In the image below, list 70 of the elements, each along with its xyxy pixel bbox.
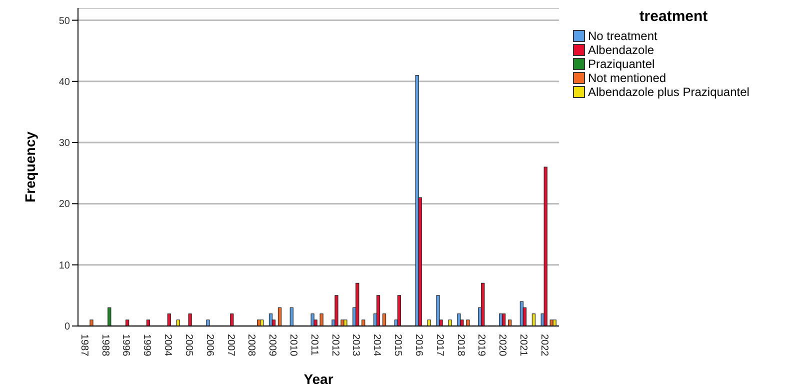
x-tick-label: 2004 xyxy=(162,334,174,357)
y-axis-title: Frequency xyxy=(22,131,38,202)
x-tick-label: 2013 xyxy=(350,334,362,357)
x-tick-label: 2016 xyxy=(412,334,424,357)
bar xyxy=(278,307,282,326)
bar xyxy=(436,295,440,326)
bar xyxy=(230,313,234,326)
bar xyxy=(126,320,130,326)
x-tick-label: 2006 xyxy=(204,334,215,357)
bar xyxy=(544,166,548,326)
legend-label: Praziquantel xyxy=(588,57,655,71)
bar xyxy=(457,313,461,326)
bar xyxy=(167,313,171,326)
x-tick-label: 2008 xyxy=(246,334,257,357)
bar xyxy=(508,320,512,326)
legend-title: treatment xyxy=(638,8,709,25)
legend-label: Not mentioned xyxy=(588,71,666,85)
bar xyxy=(382,313,386,326)
x-tick-label: 2009 xyxy=(266,334,278,357)
bar xyxy=(108,307,112,326)
bar xyxy=(481,282,485,326)
y-tick-label: 40 xyxy=(58,76,70,88)
x-tick-label: 2018 xyxy=(454,334,466,357)
bar xyxy=(362,320,366,326)
x-tick-label: 2005 xyxy=(182,334,194,357)
x-tick-label: 2014 xyxy=(371,334,382,357)
bar xyxy=(415,74,419,326)
bar xyxy=(502,313,506,326)
x-tick-label: 1999 xyxy=(141,334,152,357)
bar xyxy=(290,307,294,326)
y-tick-label: 0 xyxy=(64,322,70,333)
x-tick-label: 2020 xyxy=(496,334,508,357)
bar xyxy=(397,295,401,326)
bar xyxy=(176,320,180,326)
x-tick-label: 2022 xyxy=(538,334,550,357)
y-tick-label: 20 xyxy=(58,199,70,210)
y-tick-label: 50 xyxy=(58,16,70,27)
bar xyxy=(334,295,338,326)
bar xyxy=(310,313,314,326)
x-tick-label: 1987 xyxy=(78,334,90,357)
x-tick-label: 2015 xyxy=(392,334,404,357)
x-tick-label: 2021 xyxy=(518,334,529,357)
y-tick-label: 30 xyxy=(58,138,70,150)
x-tick-label: 2010 xyxy=(287,334,298,357)
bar xyxy=(427,320,431,326)
x-tick-label: 2017 xyxy=(434,334,445,357)
x-tick-label: 1988 xyxy=(99,334,110,357)
bar xyxy=(532,313,536,326)
x-tick-label: 1996 xyxy=(120,334,132,357)
bar xyxy=(90,320,94,326)
bar xyxy=(448,320,452,326)
y-tick-label: 10 xyxy=(58,260,70,272)
x-tick-label: 2011 xyxy=(308,334,320,356)
bar xyxy=(466,320,470,326)
bar xyxy=(344,320,348,326)
bar xyxy=(376,295,380,326)
bar xyxy=(260,320,264,326)
bar xyxy=(320,313,324,326)
bar xyxy=(146,320,150,326)
x-tick-label: 2012 xyxy=(329,334,340,357)
legend-label: No treatment xyxy=(588,29,658,43)
bar xyxy=(552,320,556,326)
x-axis-title: Year xyxy=(304,371,334,387)
legend-label: Albendazole xyxy=(588,43,654,57)
bar xyxy=(188,313,192,326)
x-tick-label: 2007 xyxy=(224,334,236,357)
bar xyxy=(206,320,210,326)
x-tick-label: 2019 xyxy=(476,334,487,357)
bar xyxy=(356,282,360,326)
legend-label: Albendazole plus Praziquantel xyxy=(588,85,750,99)
